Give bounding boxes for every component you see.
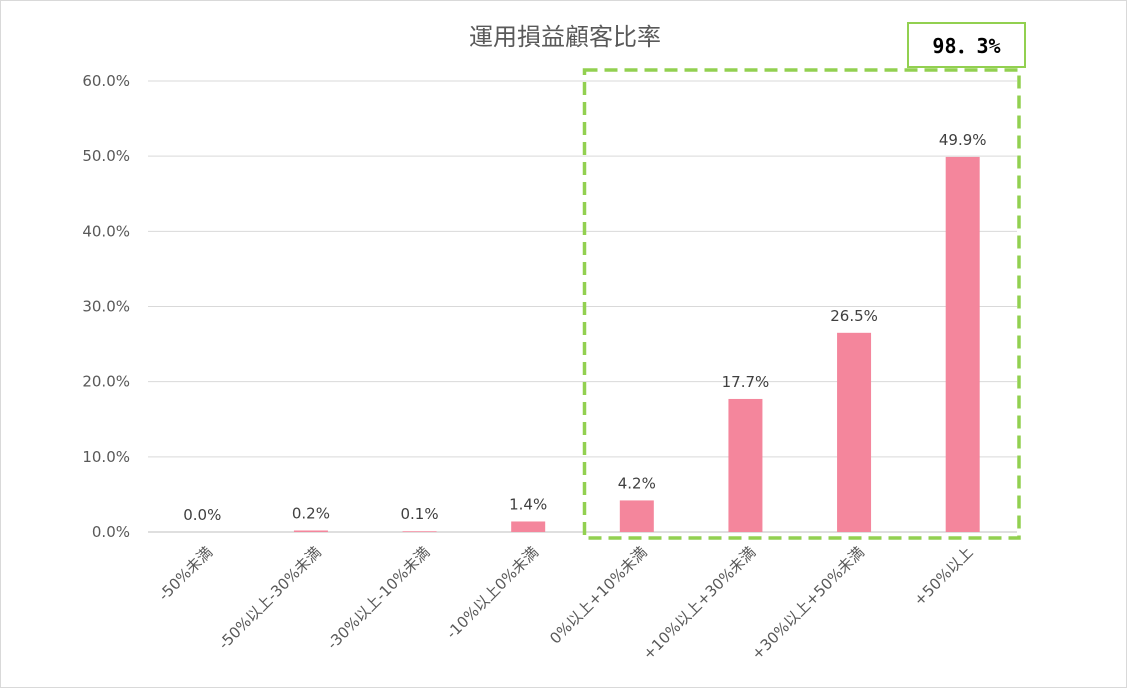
- highlight-group: 98．3%: [582, 22, 1026, 540]
- highlight-dashed-box: [582, 68, 1021, 540]
- data-label: 0.1%: [401, 505, 439, 523]
- bar: [293, 530, 328, 532]
- category-label: +50%以上: [910, 543, 976, 609]
- y-tick-label: 50.0%: [82, 147, 130, 165]
- bar: [837, 332, 872, 532]
- bar: [511, 521, 546, 532]
- category-label: +10%以上+30%未満: [639, 543, 759, 663]
- bar: [619, 500, 654, 532]
- category-label: -30%以上-10%未満: [323, 543, 433, 653]
- y-tick-label: 30.0%: [82, 298, 130, 316]
- y-axis-ticks: 0.0% 10.0% 20.0% 30.0% 40.0% 50.0% 60.0%: [82, 72, 130, 541]
- y-tick-label: 60.0%: [82, 72, 130, 90]
- y-tick-label: 40.0%: [82, 222, 130, 240]
- data-label: 26.5%: [830, 307, 878, 325]
- y-tick-label: 20.0%: [82, 373, 130, 391]
- category-label: -50%未満: [155, 543, 216, 604]
- gridlines: [148, 80, 1017, 533]
- y-tick-label: 10.0%: [82, 448, 130, 466]
- data-label: 49.9%: [939, 131, 987, 149]
- highlight-callout-label: 98．3%: [932, 34, 1000, 58]
- bars: [293, 156, 980, 532]
- chart-title: 運用損益顧客比率: [469, 23, 661, 51]
- bar: [402, 531, 437, 532]
- category-label: 0%以上+10%未満: [546, 543, 650, 647]
- category-label: -10%以上0%未満: [443, 543, 542, 642]
- bar: [728, 398, 763, 532]
- data-label: 4.2%: [618, 474, 656, 492]
- bar: [945, 156, 980, 532]
- category-label: +30%以上+50%未満: [748, 543, 868, 663]
- data-labels: 0.0% 0.2% 0.1% 1.4% 4.2% 17.7% 26.5% 49.9%: [183, 131, 986, 524]
- highlight-callout-box: [907, 22, 1026, 68]
- data-label: 1.4%: [509, 495, 547, 513]
- data-label: 0.2%: [292, 504, 330, 522]
- y-tick-label: 0.0%: [92, 523, 130, 541]
- data-label: 0.0%: [183, 506, 221, 524]
- category-label: -50%以上-30%未満: [215, 543, 325, 653]
- category-labels: -50%未満-50%以上-30%未満-30%以上-10%未満 -10%以上0%未満…: [155, 543, 977, 663]
- data-label: 17.7%: [722, 373, 770, 391]
